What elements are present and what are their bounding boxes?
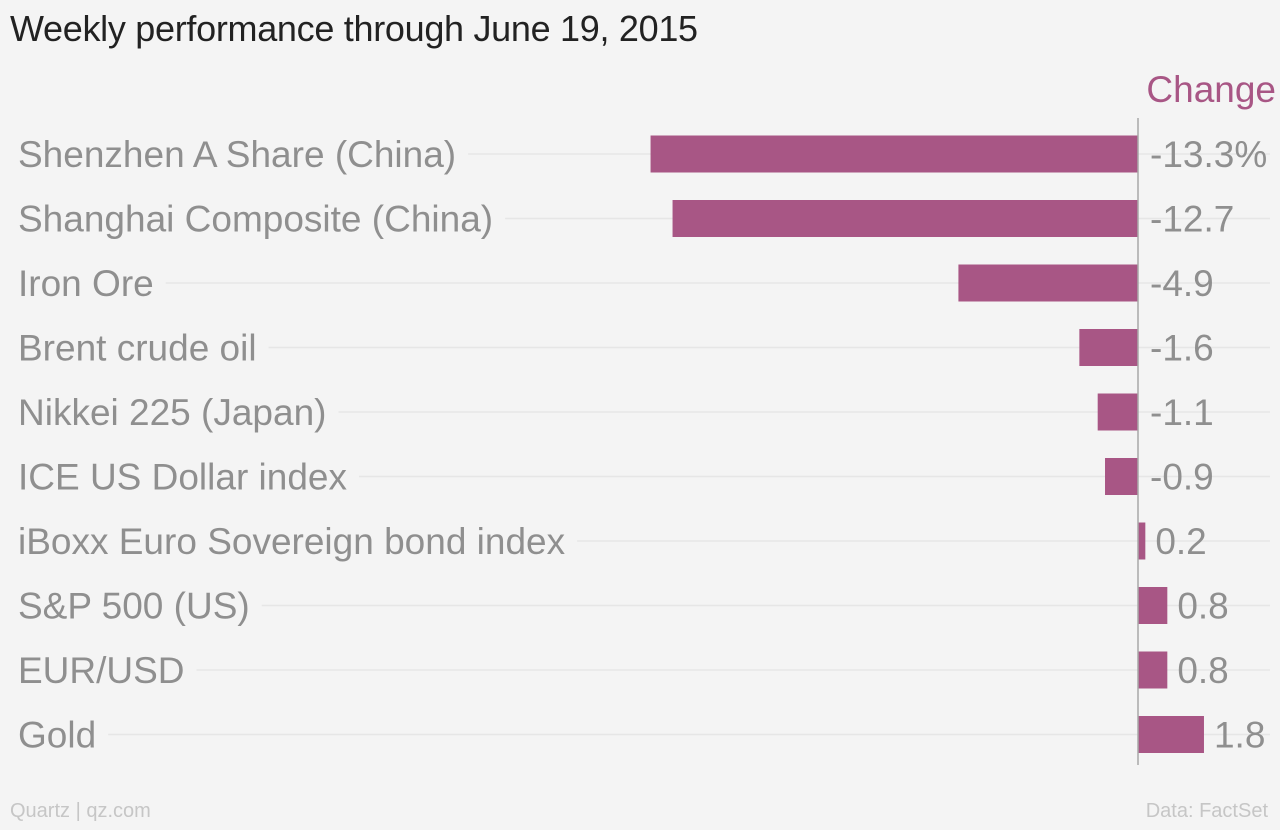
value-label-s-p-500-us: 0.8 xyxy=(1177,586,1228,627)
value-labels: -13.3% -12.7 -4.9 -1.6 -1.1 -0.9 0.2 0.8 0.8 1.8 xyxy=(1150,134,1267,756)
category-label-shanghai-composite-china: Shanghai Composite (China) xyxy=(18,199,493,240)
bar-s-p-500-us xyxy=(1138,587,1168,624)
chart-title: Weekly performance through June 19, 2015 xyxy=(10,8,698,49)
value-column-header: Change xyxy=(1146,69,1276,110)
value-label-shenzhen-a-share-china: -13.3% xyxy=(1150,134,1267,175)
value-label-iboxx-euro-sovereign-bond-index: 0.2 xyxy=(1155,521,1206,562)
category-label-eur-usd: EUR/USD xyxy=(18,650,185,691)
value-label-iron-ore: -4.9 xyxy=(1150,263,1214,304)
category-labels: Shenzhen A Share (China) Shanghai Composi… xyxy=(18,134,566,756)
value-label-ice-us-dollar-index: -0.9 xyxy=(1150,457,1214,498)
value-label-eur-usd: 0.8 xyxy=(1177,650,1228,691)
category-label-brent-crude-oil: Brent crude oil xyxy=(18,328,257,369)
category-label-iboxx-euro-sovereign-bond-index: iBoxx Euro Sovereign bond index xyxy=(18,521,566,562)
bar-shanghai-composite-china xyxy=(672,200,1138,237)
category-label-nikkei-225-japan: Nikkei 225 (Japan) xyxy=(18,392,326,433)
bar-nikkei-225-japan xyxy=(1097,393,1138,431)
value-label-gold: 1.8 xyxy=(1214,715,1265,756)
data-source: Data: FactSet xyxy=(1145,800,1268,822)
bar-brent-crude-oil xyxy=(1079,329,1138,366)
bar-iron-ore xyxy=(958,264,1138,302)
value-label-brent-crude-oil: -1.6 xyxy=(1150,328,1214,369)
bars xyxy=(650,135,1204,753)
category-label-shenzhen-a-share-china: Shenzhen A Share (China) xyxy=(18,134,456,175)
bar-ice-us-dollar-index xyxy=(1105,458,1138,495)
bar-shenzhen-a-share-china xyxy=(650,135,1138,173)
gridlines xyxy=(108,153,1270,736)
source-credit: Quartz | qz.com xyxy=(10,800,151,822)
bar-iboxx-euro-sovereign-bond-index xyxy=(1138,522,1146,560)
category-label-gold: Gold xyxy=(18,715,96,756)
value-label-nikkei-225-japan: -1.1 xyxy=(1150,392,1214,433)
category-label-s-p-500-us: S&P 500 (US) xyxy=(18,586,250,627)
category-label-ice-us-dollar-index: ICE US Dollar index xyxy=(18,457,348,498)
value-label-shanghai-composite-china: -12.7 xyxy=(1150,199,1234,240)
category-label-iron-ore: Iron Ore xyxy=(18,263,154,304)
bar-eur-usd xyxy=(1138,651,1168,689)
bar-gold xyxy=(1138,716,1204,753)
